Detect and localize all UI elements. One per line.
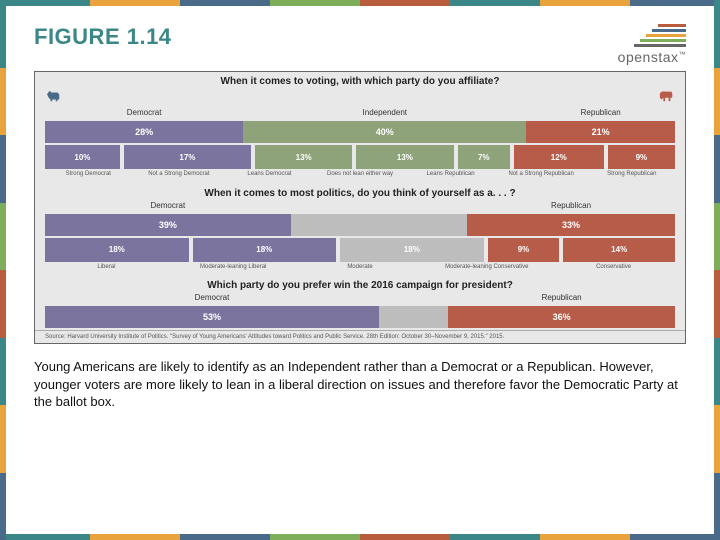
sublabel: Not a Strong Democrat — [136, 171, 223, 178]
caption-text: Young Americans are likely to identify a… — [34, 358, 686, 411]
page: FIGURE 1.14 openstax™ When it comes to v… — [6, 6, 714, 534]
sublabel: Strong Republican — [588, 171, 675, 178]
bar-segment: 13% — [255, 145, 352, 169]
bar-segment: 21% — [526, 121, 675, 143]
bar-segment — [291, 214, 467, 236]
bar-segment: 17% — [124, 145, 251, 169]
q1-rep-label: Republican — [526, 108, 675, 117]
sublabel: Leans Democrat — [226, 171, 313, 178]
header: FIGURE 1.14 openstax™ — [34, 24, 686, 65]
q2-subbar: 18%18%18%9%14% — [45, 238, 675, 262]
q3-party-labels: Democrat Republican — [35, 293, 685, 304]
chart-container: When it comes to voting, with which part… — [34, 71, 686, 344]
q2-sublabels: Liberal Moderate-leaning Liberal ModerateM… — [45, 264, 675, 271]
bar-segment: 12% — [514, 145, 604, 169]
q3-rep-label: Republican — [448, 293, 675, 302]
q3-section: Which party do you prefer win the 2016 c… — [35, 276, 685, 328]
bar-segment: 18% — [45, 238, 189, 262]
figure-title: FIGURE 1.14 — [34, 24, 172, 50]
q1-question: When it comes to voting, with which part… — [35, 72, 685, 89]
edge-bottom — [0, 534, 720, 540]
bar-segment: 39% — [45, 214, 291, 236]
q3-dem-label: Democrat — [45, 293, 379, 302]
bar-segment: 7% — [458, 145, 510, 169]
q2-rep-label: Republican — [467, 201, 675, 210]
donkey-icon — [45, 89, 63, 103]
bar-segment: 40% — [243, 121, 526, 143]
q2-section: When it comes to most politics, do you t… — [35, 184, 685, 271]
q1-ind-label: Independent — [243, 108, 526, 117]
bar-segment: 53% — [45, 306, 379, 328]
bar-segment: 28% — [45, 121, 243, 143]
q1-subbar: 10%17%13%13%7%12%9% — [45, 145, 675, 169]
sublabel: Strong Democrat — [45, 171, 132, 178]
sublabel: Liberal — [45, 264, 168, 271]
sublabel: Moderate — [299, 264, 422, 271]
q1-section: When it comes to voting, with which part… — [35, 72, 685, 178]
q1-dem-label: Democrat — [45, 108, 243, 117]
q1-icons — [35, 89, 685, 108]
bar-segment — [379, 306, 448, 328]
source-text: Source: Harvard University Institute of … — [35, 330, 685, 343]
bar-segment: 18% — [340, 238, 484, 262]
sublabel: Does not lean either way — [317, 171, 404, 178]
q3-mainbar: 53% 36% — [45, 306, 675, 328]
q1-party-labels: Democrat Independent Republican — [35, 108, 685, 119]
q3-question: Which party do you prefer win the 2016 c… — [35, 276, 685, 293]
q2-question: When it comes to most politics, do you t… — [35, 184, 685, 201]
edge-right — [714, 0, 720, 540]
sublabel: Leans Republican — [407, 171, 494, 178]
bar-segment: 36% — [448, 306, 675, 328]
bar-segment: 33% — [467, 214, 675, 236]
sublabel: Moderate-leaning Conservative — [425, 264, 548, 271]
bar-segment: 10% — [45, 145, 120, 169]
sublabel: Conservative — [552, 264, 675, 271]
q1-sublabels: Strong DemocratNot a Strong DemocratLean… — [45, 171, 675, 178]
openstax-logo: openstax™ — [618, 24, 686, 65]
q2-dem-label: Democrat — [45, 201, 291, 210]
logo-bars — [634, 24, 686, 47]
bar-segment: 9% — [608, 145, 675, 169]
sublabel: Not a Strong Republican — [498, 171, 585, 178]
q1-mainbar: 28%40%21% — [45, 121, 675, 143]
bar-segment: 18% — [193, 238, 337, 262]
bar-segment: 13% — [356, 145, 453, 169]
elephant-icon — [657, 89, 675, 103]
q2-mainbar: 39% 33% — [45, 214, 675, 236]
logo-text: openstax™ — [618, 49, 686, 65]
bar-segment: 9% — [488, 238, 560, 262]
sublabel: Moderate-leaning Liberal — [172, 264, 295, 271]
q2-party-labels: Democrat Republican — [35, 201, 685, 212]
bar-segment: 14% — [563, 238, 675, 262]
